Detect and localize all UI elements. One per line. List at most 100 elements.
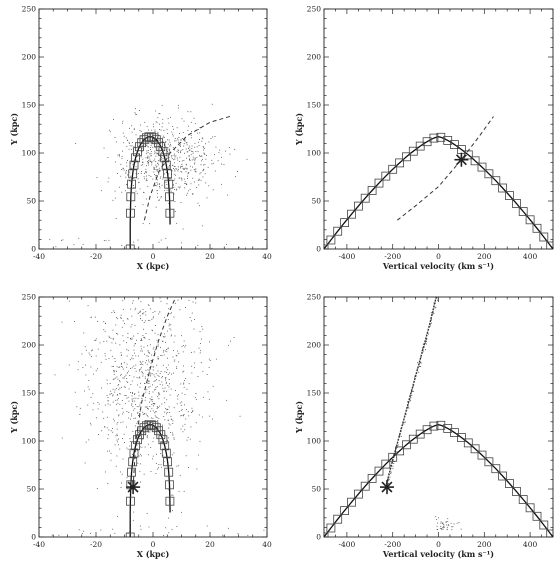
orbit-marker [512, 486, 521, 496]
scatter-point [225, 150, 227, 152]
scatter-point [184, 346, 186, 348]
scatter-point [173, 407, 175, 409]
orbit-marker [340, 506, 350, 516]
scatter-point [155, 155, 157, 157]
orbit-marker [353, 201, 363, 211]
scatter-point [196, 146, 198, 148]
stream-point [430, 319, 432, 321]
scatter-point [125, 374, 127, 376]
scatter-point [149, 406, 151, 407]
scatter-point [83, 332, 85, 334]
scatter-point [143, 191, 144, 193]
scatter-point [120, 175, 122, 177]
stream-point [414, 376, 416, 378]
scatter-point [183, 382, 185, 384]
scatter-point [165, 172, 167, 173]
x-tick-label: 0 [151, 252, 156, 261]
scatter-point [182, 132, 184, 133]
scatter-point [133, 335, 134, 337]
scatter-point [191, 412, 192, 413]
scatter-point [190, 137, 192, 139]
scatter-point [127, 382, 129, 383]
scatter-point [178, 353, 180, 354]
scatter-point [169, 372, 170, 374]
scatter-point [166, 128, 168, 130]
scatter-point [91, 356, 92, 358]
scatter-point [173, 153, 175, 155]
scatter-point [146, 513, 148, 514]
scatter-point [156, 406, 158, 407]
scatter-point [111, 366, 113, 367]
scatter-point [146, 436, 148, 438]
scatter-point [103, 417, 105, 419]
stream-point [407, 406, 409, 407]
scatter-point [90, 366, 92, 368]
scatter-point [147, 150, 149, 151]
scatter-point [117, 378, 119, 380]
scatter-point [138, 406, 140, 408]
scatter-point [194, 146, 196, 148]
orbit-marker [163, 169, 173, 179]
scatter-point [181, 178, 183, 180]
scatter-point [156, 417, 158, 419]
scatter-point [137, 432, 139, 433]
stream-point [409, 399, 411, 401]
scatter-point [108, 177, 110, 179]
scatter-point [173, 316, 175, 318]
scatter-point [158, 113, 160, 115]
orbit-marker [165, 496, 175, 506]
scatter-point [141, 171, 142, 172]
scatter-point [153, 160, 155, 162]
scatter-point [135, 190, 137, 192]
scatter-point [143, 176, 145, 178]
scatter-point [155, 121, 157, 123]
scatter-point [160, 149, 162, 151]
scatter-point [176, 222, 178, 224]
orbit-marker [353, 489, 363, 499]
scatter-point [183, 178, 185, 180]
x-tick-label: 0 [151, 540, 156, 549]
scatter-point [174, 138, 176, 139]
scatter-point [154, 150, 156, 152]
scatter-point [439, 528, 441, 529]
scatter-point [127, 160, 128, 161]
scatter-point [206, 197, 208, 199]
stream-point [405, 413, 407, 415]
plot-frame [38, 296, 268, 538]
scatter-point [173, 360, 175, 362]
scatter-point [148, 526, 150, 528]
scatter-point [447, 518, 449, 520]
scatter-point [443, 524, 445, 526]
scatter-point [193, 117, 195, 119]
scatter-point [131, 142, 133, 143]
scatter-point [148, 369, 150, 371]
scatter-point [187, 178, 188, 179]
orbit-marker [333, 226, 343, 236]
scatter-point [191, 320, 192, 322]
scatter-point [138, 391, 140, 393]
scatter-point [190, 169, 192, 171]
scatter-point [157, 370, 159, 372]
scatter-point [108, 358, 110, 360]
scatter-point [127, 333, 129, 334]
scatter-point [147, 378, 149, 380]
scatter-point [91, 350, 92, 352]
scatter-point [176, 355, 178, 357]
scatter-point [146, 437, 148, 439]
scatter-point [194, 162, 196, 164]
scatter-point [190, 154, 192, 156]
orbit-marker [165, 480, 174, 490]
scatter-point [131, 337, 133, 339]
scatter-point [160, 152, 162, 154]
scatter-point [152, 441, 154, 443]
scatter-point [145, 168, 147, 170]
scatter-point [121, 473, 123, 475]
stream-point [411, 388, 413, 390]
scatter-point [131, 413, 133, 415]
orbit-marker [160, 441, 170, 451]
scatter-point [191, 365, 193, 367]
scatter-point [451, 526, 453, 528]
scatter-point [170, 190, 172, 192]
stream-point [397, 444, 399, 446]
stream-point [425, 342, 426, 344]
